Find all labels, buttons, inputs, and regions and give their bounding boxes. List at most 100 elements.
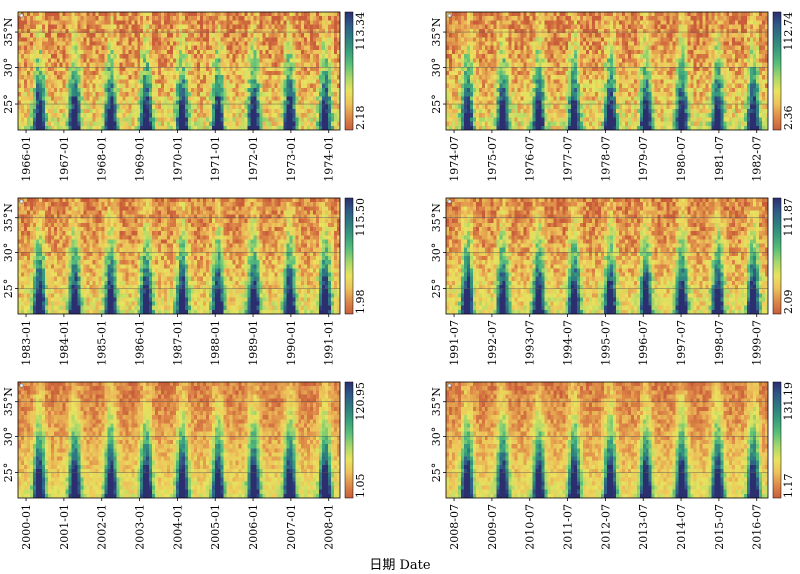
colorbar-max-label: 120.95	[354, 382, 367, 421]
heatmap-cells	[18, 12, 340, 130]
x-tick-label: 1974-01	[323, 136, 336, 182]
colorbar	[344, 197, 354, 315]
colorbar-max-label: 115.50	[354, 198, 367, 237]
x-tick-label: 2000-01	[20, 504, 33, 550]
x-tick-label: 1968-01	[96, 136, 109, 182]
heatmap-panel-bottom-right: 25° 30° 35°N 2008-07 2009-07 2010-07 2011-07 20…	[430, 381, 795, 550]
x-tick-label: 1975-07	[486, 136, 499, 182]
colorbar-max-label: 113.34	[354, 12, 367, 51]
plot-frame	[445, 381, 769, 499]
x-tick-label: 1979-07	[637, 136, 650, 182]
x-tick-label: 1972-01	[247, 136, 260, 182]
y-tick-label: 35°N	[2, 387, 15, 416]
y-tick-label: 35°N	[430, 203, 443, 232]
x-tick-label: 2005-01	[209, 504, 222, 550]
colorbar-max-label: 111.87	[782, 198, 795, 237]
x-tick-label: 1996-07	[637, 320, 650, 366]
colorbar-min-label: 2.09	[782, 290, 795, 315]
x-tick-label: 1993-07	[524, 320, 537, 366]
x-tick-label: 1999-07	[751, 320, 764, 366]
x-tick-label: 2014-07	[675, 504, 688, 550]
x-tick-label: 1991-07	[448, 320, 461, 366]
x-tick-label: 1977-07	[562, 136, 575, 182]
x-tick-label: 2016-07	[751, 504, 764, 550]
x-tick-label: 2009-07	[486, 504, 499, 550]
x-tick-label: 2015-07	[713, 504, 726, 550]
y-tick-label: 25°	[2, 279, 15, 299]
x-tick-label: 1970-01	[171, 136, 184, 182]
colorbar	[772, 197, 782, 315]
heatmap-cells	[446, 12, 768, 130]
colorbar-min-label: 1.05	[354, 474, 367, 499]
y-tick-label: 25°	[430, 463, 443, 483]
corner-marker	[19, 13, 24, 18]
x-tick-label: 1992-07	[486, 320, 499, 366]
colorbar	[772, 381, 782, 499]
y-tick-label: 35°N	[2, 203, 15, 232]
x-tick-label: 1969-01	[134, 136, 147, 182]
x-tick-label: 1997-07	[675, 320, 688, 366]
y-tick-label: 35°N	[430, 387, 443, 416]
y-tick-label: 25°	[430, 94, 443, 114]
x-tick-label: 1974-07	[448, 136, 461, 182]
plot-frame	[17, 11, 341, 131]
x-tick-label: 1985-01	[96, 320, 109, 366]
x-tick-label: 2013-07	[637, 504, 650, 550]
y-tick-label: 25°	[430, 279, 443, 299]
colorbar	[344, 381, 354, 499]
heatmap-panel-middle-left: 25° 30° 35°N 1983-01 1984-01 1985-01 1986-01 19…	[2, 197, 367, 366]
y-tick-label: 35°N	[2, 17, 15, 46]
x-tick-label: 1981-07	[713, 136, 726, 182]
y-tick-label: 25°	[2, 463, 15, 483]
x-tick-label: 2002-01	[96, 504, 109, 550]
x-tick-label: 2008-01	[323, 504, 336, 550]
x-tick-label: 1990-01	[285, 320, 298, 366]
x-tick-label: 2004-01	[171, 504, 184, 550]
x-tick-label: 1978-07	[599, 136, 612, 182]
heatmap-panel-middle-right: 25° 30° 35°N 1991-07 1992-07 1993-07 1994-07 19…	[430, 197, 795, 366]
y-tick-label: 25°	[2, 94, 15, 114]
colorbar-min-label: 2.36	[782, 106, 795, 131]
x-axis-label: 日期 Date	[369, 558, 431, 573]
x-tick-label: 2003-01	[134, 504, 147, 550]
x-tick-label: 1995-07	[599, 320, 612, 366]
y-tick-label: 30°	[430, 58, 443, 78]
corner-marker	[447, 13, 452, 18]
y-tick-label: 30°	[430, 427, 443, 447]
x-tick-label: 2006-01	[247, 504, 260, 550]
x-tick-label: 1984-01	[58, 320, 71, 366]
x-tick-label: 1987-01	[171, 320, 184, 366]
colorbar-min-label: 2.18	[354, 106, 367, 131]
y-tick-label: 30°	[2, 243, 15, 263]
plot-frame	[445, 11, 769, 131]
corner-marker	[447, 383, 452, 388]
x-tick-label: 1980-07	[675, 136, 688, 182]
corner-marker	[447, 199, 452, 204]
colorbar-min-label: 1.98	[354, 290, 367, 315]
x-tick-label: 1983-01	[20, 320, 33, 366]
plot-frame	[445, 197, 769, 315]
x-tick-label: 1973-01	[285, 136, 298, 182]
y-tick-label: 30°	[2, 58, 15, 78]
x-tick-label: 2001-01	[58, 504, 71, 550]
x-tick-label: 1998-07	[713, 320, 726, 366]
x-tick-label: 1967-01	[58, 136, 71, 182]
corner-marker	[19, 383, 24, 388]
x-tick-label: 1989-01	[247, 320, 260, 366]
colorbar-min-label: 1.17	[782, 474, 795, 499]
heatmap-cells	[18, 198, 340, 314]
y-tick-label: 30°	[430, 243, 443, 263]
x-tick-label: 1982-07	[751, 136, 764, 182]
x-tick-label: 2008-07	[448, 504, 461, 550]
x-tick-label: 1986-01	[134, 320, 147, 366]
plot-frame	[17, 197, 341, 315]
heatmap-panel-top-right: 25° 30° 35°N 1974-07 1975-07 1976-07 1977-07 19…	[430, 11, 795, 182]
x-tick-label: 1976-07	[524, 136, 537, 182]
heatmap-panel-bottom-left: 25° 30° 35°N 2000-01 2001-01 2002-01 2003-01 20…	[2, 381, 367, 550]
colorbar-max-label: 112.74	[782, 12, 795, 51]
y-tick-label: 35°N	[430, 17, 443, 46]
corner-marker	[19, 199, 24, 204]
x-tick-label: 2012-07	[599, 504, 612, 550]
x-tick-label: 1991-01	[323, 320, 336, 366]
